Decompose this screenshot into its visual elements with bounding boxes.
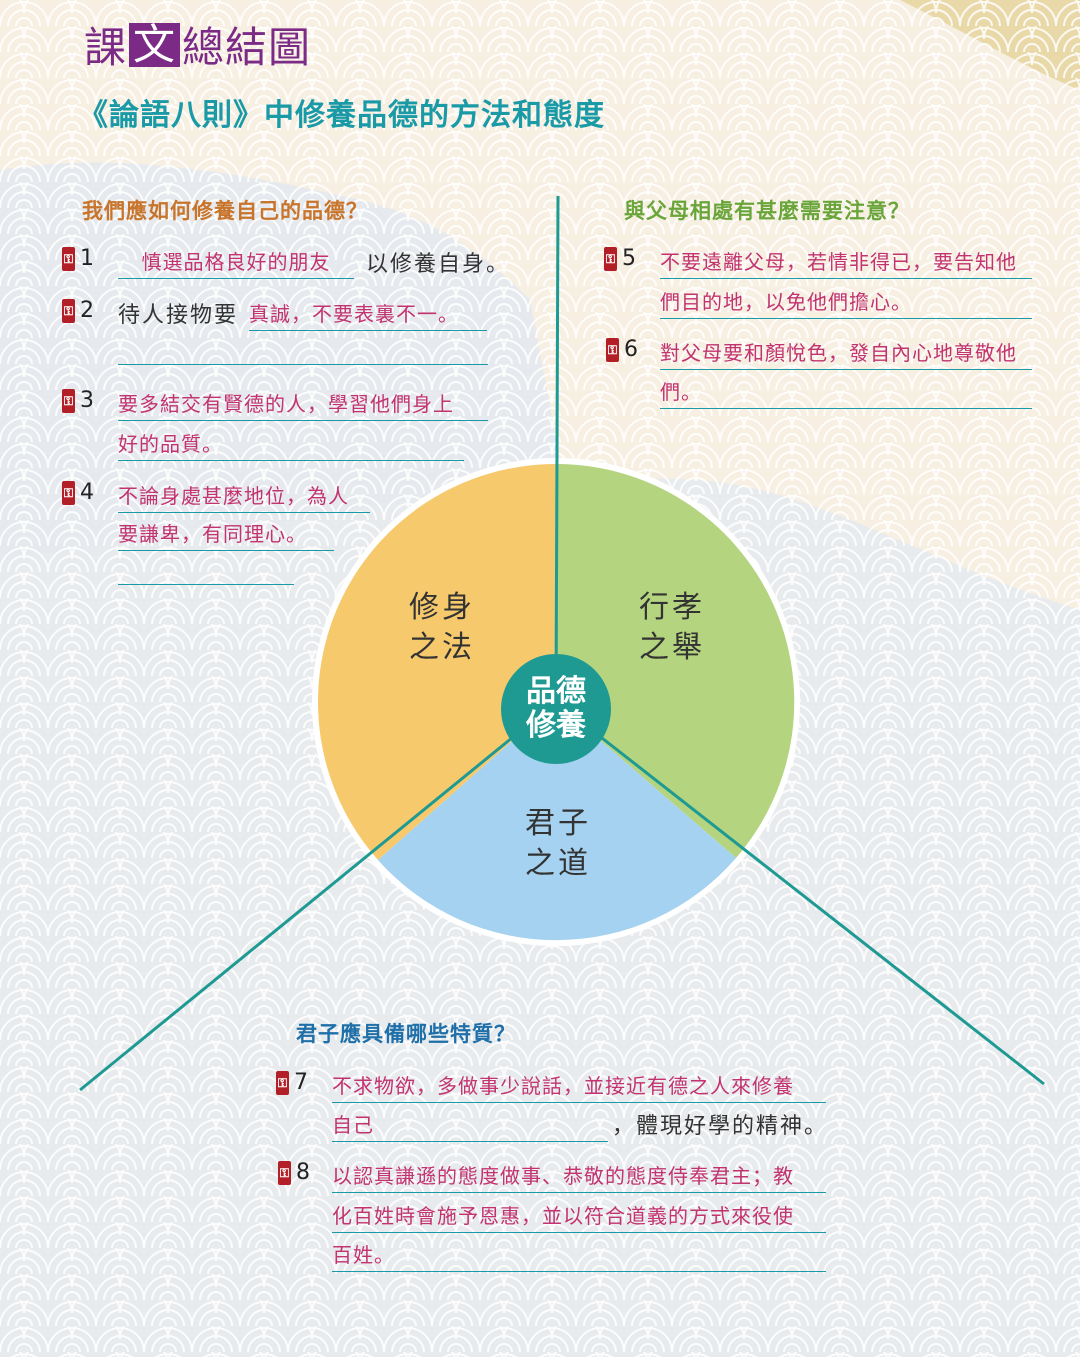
key-icon: ⚿ bbox=[62, 246, 75, 271]
item-2-blank-line bbox=[118, 364, 488, 365]
segment-left-shape bbox=[317, 464, 556, 860]
item-2-prefix: 待人接物要 bbox=[118, 303, 239, 328]
item-number: 1 bbox=[80, 246, 94, 271]
branch-line-right bbox=[555, 700, 1045, 1086]
item-number: 2 bbox=[80, 298, 94, 323]
item-7-answer-line1: 不求物欲，多做事少說話，並接近有德之人來修養 bbox=[332, 1070, 826, 1103]
item-1-number: ⚿ 1 bbox=[62, 246, 94, 271]
brand-logo: 課 文 總結圖 bbox=[84, 14, 311, 75]
item-8-answer-line1: 以認真謙遜的態度做事、恭敬的態度侍奉君主；教 bbox=[332, 1160, 826, 1193]
item-5-answer-line1: 不要遠離父母，若情非得已，要告知他 bbox=[660, 246, 1032, 279]
item-3-answer-line2: 好的品質。 bbox=[118, 428, 464, 461]
item-number: 5 bbox=[622, 246, 636, 271]
item-6-answer-line2: 們。 bbox=[660, 376, 1032, 409]
segment-bottom-line2: 之道 bbox=[525, 846, 591, 881]
item-number: 8 bbox=[296, 1160, 310, 1185]
item-7-number: ⚿ 7 bbox=[276, 1070, 308, 1095]
center-line1: 品德 bbox=[526, 674, 586, 709]
item-1-suffix: 以修養自身。 bbox=[366, 252, 511, 277]
item-7-suffix: ，體現好學的精神。 bbox=[612, 1114, 829, 1139]
key-icon: ⚿ bbox=[62, 480, 75, 505]
key-icon: ⚿ bbox=[604, 246, 617, 271]
brand-part-1: 課 bbox=[84, 23, 128, 72]
item-2-answer: 真誠，不要表裏不一。 bbox=[249, 298, 487, 331]
segment-left-line2: 之法 bbox=[409, 630, 475, 665]
item-1-answer: 慎選品格良好的朋友 bbox=[118, 246, 354, 279]
item-4-answer-line2: 要謙卑，有同理心。 bbox=[118, 518, 334, 551]
brand-part-3: 總結圖 bbox=[182, 23, 312, 72]
item-number: 6 bbox=[624, 337, 638, 362]
item-3-answer-line1: 要多結交有賢德的人，學習他們身上 bbox=[118, 388, 488, 421]
item-8-number: ⚿ 8 bbox=[278, 1160, 310, 1185]
item-6-answer-line1: 對父母要和顏悅色，發自內心地尊敬他 bbox=[660, 337, 1032, 370]
center-line2: 修養 bbox=[526, 708, 586, 743]
item-5-number: ⚿ 5 bbox=[604, 246, 636, 271]
item-4-answer-line1: 不論身處甚麼地位，為人 bbox=[118, 480, 370, 513]
segment-right-line1: 行孝 bbox=[639, 590, 705, 625]
item-7-answer-line2: 自己 bbox=[332, 1109, 608, 1142]
segment-bottom-label: 君子 之道 bbox=[512, 804, 604, 884]
center-badge: 品德 修養 bbox=[501, 654, 611, 764]
segment-bottom-line1: 君子 bbox=[525, 806, 591, 841]
key-icon: ⚿ bbox=[62, 298, 75, 323]
key-icon: ⚿ bbox=[606, 337, 619, 362]
item-8-answer-line2: 化百姓時會施予恩惠，並以符合道義的方式來役使 bbox=[332, 1200, 826, 1233]
segment-bottom-shape bbox=[378, 702, 736, 941]
segment-left-label: 修身 之法 bbox=[396, 588, 488, 668]
key-icon: ⚿ bbox=[278, 1160, 291, 1185]
key-icon: ⚿ bbox=[62, 388, 75, 413]
item-2-number: ⚿ 2 bbox=[62, 298, 94, 323]
branch-line-left bbox=[79, 700, 557, 1092]
item-4-number: ⚿ 4 bbox=[62, 480, 94, 505]
branch-line-top bbox=[554, 195, 560, 703]
item-6-number: ⚿ 6 bbox=[606, 337, 638, 362]
segment-right-shape bbox=[556, 463, 795, 858]
item-number: 4 bbox=[80, 480, 94, 505]
item-5-answer-line2: 們目的地，以免他們擔心。 bbox=[660, 286, 1032, 319]
key-icon: ⚿ bbox=[276, 1070, 289, 1095]
brand-part-2: 文 bbox=[129, 22, 181, 67]
item-number: 7 bbox=[294, 1070, 308, 1095]
question-1-title: 我們應如何修養自己的品德？ bbox=[82, 199, 368, 223]
question-3-title: 君子應具備哪些特質？ bbox=[296, 1022, 516, 1046]
segment-right-label: 行孝 之舉 bbox=[626, 588, 718, 668]
page-title: 《論語八則》中修養品德的方法和態度 bbox=[78, 98, 605, 133]
item-8-answer-line3: 百姓。 bbox=[332, 1239, 826, 1272]
segment-right-line2: 之舉 bbox=[639, 630, 705, 665]
item-4-blank-line bbox=[118, 584, 294, 585]
item-number: 3 bbox=[80, 388, 94, 413]
segment-left-line1: 修身 bbox=[409, 590, 475, 625]
question-2-title: 與父母相處有甚麼需要注意？ bbox=[624, 199, 910, 223]
item-3-number: ⚿ 3 bbox=[62, 388, 94, 413]
